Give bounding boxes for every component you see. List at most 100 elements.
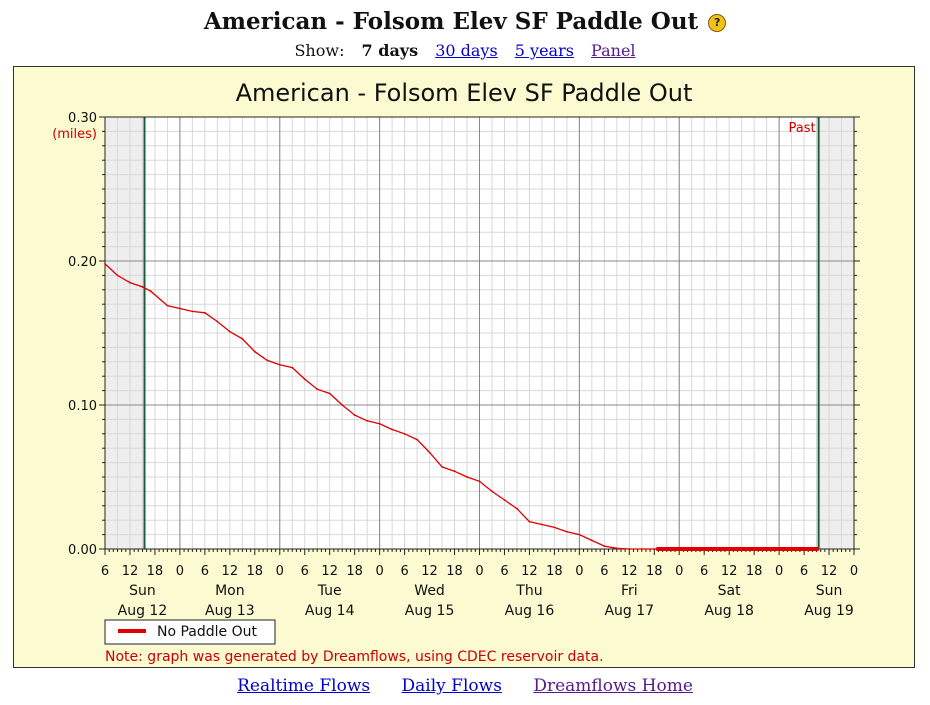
chart-svg: American - Folsom Elev SF Paddle Out 0.3… bbox=[52, 79, 860, 665]
data-point bbox=[253, 350, 256, 353]
data-point bbox=[179, 307, 181, 310]
x-tick-label: 6 bbox=[101, 564, 109, 579]
data-point bbox=[303, 378, 306, 380]
data-point bbox=[591, 539, 593, 542]
data-point bbox=[129, 281, 131, 284]
data-point bbox=[553, 526, 556, 529]
panel-link[interactable]: Panel bbox=[591, 41, 636, 60]
data-point bbox=[566, 530, 568, 533]
x-tick-label: 12 bbox=[721, 564, 738, 579]
x-tick-label: 0 bbox=[675, 564, 683, 579]
range-5-years-link[interactable]: 5 years bbox=[514, 41, 574, 60]
x-tick-label: 12 bbox=[421, 564, 438, 579]
data-point bbox=[116, 274, 119, 277]
data-point bbox=[266, 359, 269, 362]
legend: No Paddle Out bbox=[104, 619, 276, 645]
data-point bbox=[104, 263, 106, 265]
day-label: Mon bbox=[215, 583, 245, 599]
data-point bbox=[503, 499, 506, 501]
data-point bbox=[453, 470, 456, 473]
data-point bbox=[341, 404, 344, 406]
data-point bbox=[378, 422, 381, 425]
x-tick-label: 18 bbox=[546, 564, 563, 579]
data-point bbox=[528, 520, 531, 523]
x-tick-label: 18 bbox=[446, 564, 463, 579]
date-label: Aug 16 bbox=[505, 603, 555, 619]
x-tick-label: 6 bbox=[700, 564, 708, 579]
data-point bbox=[516, 507, 518, 510]
x-tick-label: 0 bbox=[475, 564, 483, 579]
day-label: Sat bbox=[718, 583, 741, 599]
y-axis-label: (miles) bbox=[52, 127, 97, 142]
data-point bbox=[428, 451, 431, 454]
y-tick-label: 0.00 bbox=[68, 543, 97, 558]
range-30-days-link[interactable]: 30 days bbox=[435, 41, 498, 60]
data-point bbox=[228, 330, 231, 333]
date-label: Aug 14 bbox=[305, 603, 355, 619]
x-tick-label: 12 bbox=[222, 564, 239, 579]
data-point bbox=[466, 476, 468, 478]
x-tick-label: 18 bbox=[746, 564, 763, 579]
data-point bbox=[241, 337, 244, 340]
date-label: Aug 17 bbox=[604, 603, 654, 619]
data-point bbox=[291, 366, 294, 369]
data-point bbox=[653, 548, 656, 550]
realtime-flows-link[interactable]: Realtime Flows bbox=[237, 676, 371, 696]
day-label: Sun bbox=[816, 583, 843, 599]
x-tick-label: 6 bbox=[800, 564, 808, 579]
x-tick-label: 12 bbox=[521, 564, 538, 579]
x-tick-label: 6 bbox=[600, 564, 608, 579]
date-label: Aug 18 bbox=[704, 603, 754, 619]
x-tick-label: 6 bbox=[400, 564, 408, 579]
show-label: Show: bbox=[294, 41, 345, 60]
x-tick-label: 18 bbox=[147, 564, 164, 579]
x-tick-label: 0 bbox=[775, 564, 783, 579]
date-label: Aug 13 bbox=[205, 603, 255, 619]
x-tick-label: 0 bbox=[176, 564, 184, 579]
date-label: Aug 15 bbox=[405, 603, 455, 619]
data-point bbox=[640, 548, 643, 550]
data-point bbox=[191, 310, 194, 313]
data-point bbox=[541, 523, 543, 526]
chart-note: Note: graph was generated by Dreamflows,… bbox=[105, 649, 604, 665]
x-tick-label: 0 bbox=[276, 564, 284, 579]
data-point bbox=[391, 428, 393, 431]
x-tick-label: 6 bbox=[301, 564, 309, 579]
y-tick-label: 0.10 bbox=[68, 399, 97, 414]
data-point bbox=[353, 414, 356, 416]
day-label: Tue bbox=[317, 583, 342, 599]
dreamflows-home-link[interactable]: Dreamflows Home bbox=[533, 676, 693, 696]
x-tick-label: 0 bbox=[850, 564, 858, 579]
past-label: Past bbox=[789, 121, 816, 136]
data-point bbox=[141, 286, 144, 288]
x-tick-label: 18 bbox=[646, 564, 663, 579]
date-label: Aug 19 bbox=[804, 603, 854, 619]
range-7-days: 7 days bbox=[361, 41, 419, 60]
day-label: Wed bbox=[414, 583, 445, 599]
x-tick-label: 6 bbox=[201, 564, 209, 579]
data-point bbox=[328, 392, 331, 395]
footer-nav: Realtime Flows Daily Flows Dreamflows Ho… bbox=[0, 676, 930, 696]
data-point bbox=[603, 545, 606, 547]
x-tick-label: 0 bbox=[575, 564, 583, 579]
day-label: Fri bbox=[621, 583, 638, 599]
data-point bbox=[416, 438, 418, 441]
day-label: Thu bbox=[515, 583, 542, 599]
data-point bbox=[615, 547, 618, 550]
x-tick-label: 12 bbox=[321, 564, 338, 579]
x-tick-label: 18 bbox=[346, 564, 363, 579]
question-mark-icon[interactable]: ? bbox=[708, 14, 727, 32]
legend-label: No Paddle Out bbox=[157, 624, 258, 640]
data-point bbox=[441, 466, 443, 468]
data-point bbox=[403, 432, 406, 435]
x-tick-label: 6 bbox=[500, 564, 508, 579]
y-tick-label: 0.30 bbox=[68, 111, 97, 126]
data-point bbox=[628, 548, 631, 550]
x-tick-label: 12 bbox=[122, 564, 139, 579]
daily-flows-link[interactable]: Daily Flows bbox=[401, 676, 502, 696]
range-selector: Show: 7 days 30 days 5 years Panel bbox=[0, 41, 930, 60]
date-label: Aug 12 bbox=[118, 603, 168, 619]
data-point bbox=[216, 320, 219, 323]
data-point bbox=[316, 388, 319, 391]
data-point bbox=[149, 290, 152, 293]
